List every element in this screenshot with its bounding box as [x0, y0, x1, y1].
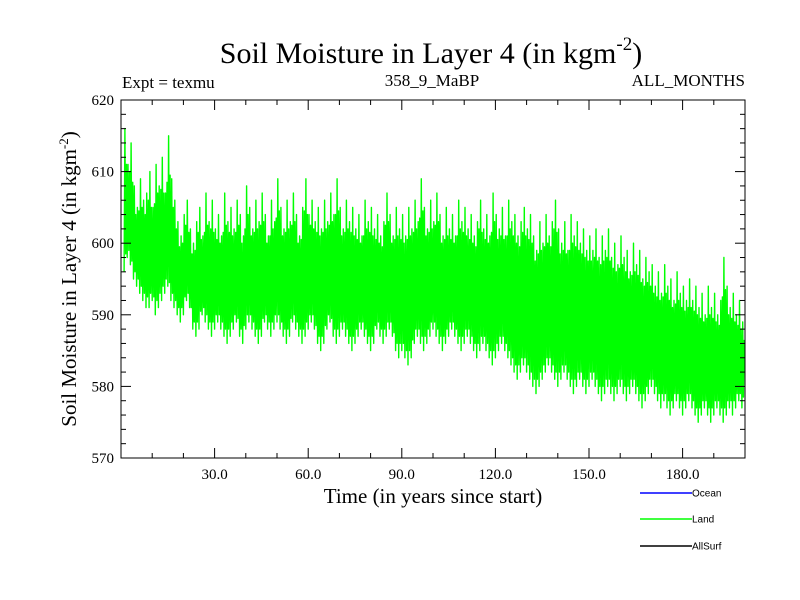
y-axis-label: Soil Moisture in Layer 4 (in kgm-2)	[56, 131, 81, 426]
series-line-land	[123, 127, 745, 423]
x-tick-label: 120.0	[479, 467, 513, 483]
legend-label-allsurf: AllSurf	[692, 542, 722, 553]
y-tick-label: 610	[92, 165, 115, 181]
chart-title-superscript: -2	[616, 34, 632, 55]
y-tick-label: 620	[92, 93, 115, 109]
legend-label-ocean: Ocean	[692, 489, 721, 500]
y-tick-label: 570	[92, 451, 115, 467]
months-label: ALL_MONTHS	[632, 71, 745, 90]
chart-title: Soil Moisture in Layer 4 (in kgm-2)	[220, 34, 642, 70]
chart-title-main: Soil Moisture in Layer 4 (in kgm	[220, 37, 617, 70]
x-tick-label: 90.0	[389, 467, 415, 483]
y-axis-label-superscript: -2	[56, 138, 71, 149]
y-tick-label: 580	[92, 379, 115, 395]
x-tick-label: 60.0	[295, 467, 321, 483]
legend-label-land: Land	[692, 515, 714, 526]
legend: Ocean Land AllSurf	[640, 489, 722, 553]
x-tick-label: 30.0	[201, 467, 227, 483]
y-axis-label-main: Soil Moisture in Layer 4 (in kgm	[57, 149, 81, 427]
chart-title-close: )	[632, 37, 642, 70]
expt-label: Expt = texmu	[122, 73, 215, 92]
x-tick-label: 180.0	[666, 467, 700, 483]
y-tick-label: 590	[92, 308, 115, 324]
x-tick-label: 150.0	[572, 467, 606, 483]
x-axis-label: Time (in years since start)	[324, 484, 543, 508]
y-axis-label-close: )	[57, 131, 81, 138]
y-tick-label: 600	[92, 236, 115, 252]
experiment-id-label: 358_9_MaBP	[385, 71, 479, 90]
